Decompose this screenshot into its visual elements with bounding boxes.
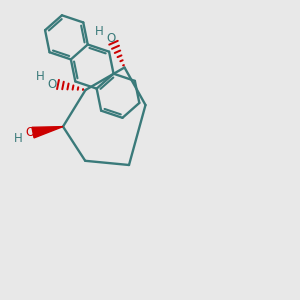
Text: O: O — [106, 32, 116, 46]
Text: H: H — [14, 132, 22, 145]
Text: O: O — [48, 77, 57, 91]
Polygon shape — [32, 127, 63, 138]
Text: H: H — [36, 70, 45, 83]
Text: O: O — [26, 126, 34, 139]
Text: H: H — [94, 25, 103, 38]
